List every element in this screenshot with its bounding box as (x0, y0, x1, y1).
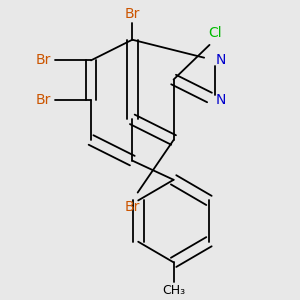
Text: Cl: Cl (208, 26, 222, 40)
Text: N: N (216, 93, 226, 107)
Text: Br: Br (36, 53, 51, 68)
Text: Br: Br (36, 93, 51, 107)
Text: N: N (216, 53, 226, 68)
Text: Br: Br (124, 7, 140, 21)
Text: Br: Br (124, 200, 140, 214)
Text: CH₃: CH₃ (162, 284, 185, 298)
